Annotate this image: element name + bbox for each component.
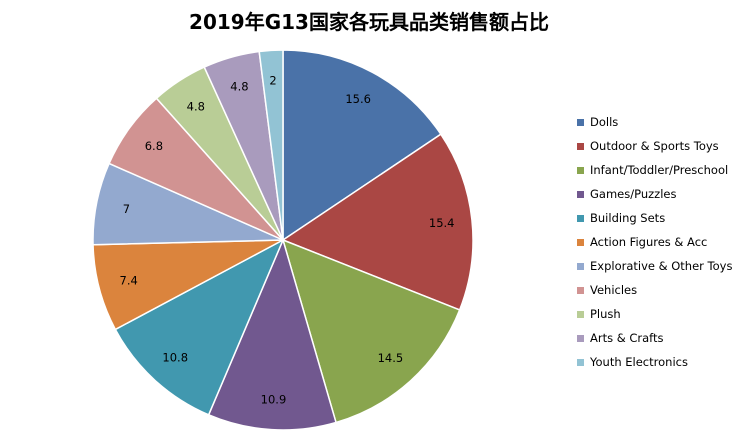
slice-value-label-9: 4.8	[230, 79, 248, 93]
legend-item-9: Arts & Crafts	[577, 326, 732, 350]
legend-swatch	[577, 310, 584, 318]
legend-swatch	[577, 262, 584, 270]
legend-item-0: Dolls	[577, 110, 732, 134]
slice-value-label-10: 2	[269, 74, 276, 88]
legend-item-4: Building Sets	[577, 206, 732, 230]
pie-slice-10	[258, 49, 284, 241]
legend-item-1: Outdoor & Sports Toys	[577, 134, 732, 158]
slice-value-label-2: 14.5	[378, 351, 404, 365]
slice-value-label-8: 4.8	[187, 99, 205, 113]
legend-item-2: Infant/Toddler/Preschool	[577, 158, 732, 182]
legend-label: Explorative & Other Toys	[590, 259, 733, 273]
legend-label: Dolls	[590, 115, 619, 129]
pie-slice-4	[114, 238, 285, 416]
legend-swatch	[577, 142, 584, 150]
legend-item-10: Youth Electronics	[577, 350, 732, 374]
legend-swatch	[577, 358, 584, 366]
legend-swatch	[577, 286, 584, 294]
legend-item-7: Vehicles	[577, 278, 732, 302]
legend-swatch	[577, 190, 584, 198]
pie-slice-1	[281, 133, 474, 311]
legend-item-6: Explorative & Other Toys	[577, 254, 732, 278]
slice-value-label-0: 15.6	[345, 92, 371, 106]
legend-label: Building Sets	[590, 211, 666, 225]
legend-item-5: Action Figures & Acc	[577, 230, 732, 254]
slice-value-label-5: 7.4	[120, 274, 138, 288]
legend-label: Arts & Crafts	[590, 331, 664, 345]
pie-slice-3	[207, 237, 337, 431]
legend-swatch	[577, 166, 584, 174]
legend-swatch	[577, 118, 584, 126]
legend-item-8: Plush	[577, 302, 732, 326]
chart-legend: Dolls Outdoor & Sports Toys Infant/Toddler…	[577, 110, 732, 374]
pie-slice-0	[282, 49, 442, 242]
legend-label: Outdoor & Sports Toys	[590, 139, 719, 153]
legend-label: Games/Puzzles	[590, 187, 677, 201]
legend-label: Youth Electronics	[590, 355, 688, 369]
legend-label: Plush	[590, 307, 621, 321]
legend-label: Infant/Toddler/Preschool	[590, 163, 729, 177]
legend-label: Vehicles	[590, 283, 638, 297]
pie-slices	[92, 49, 474, 431]
pie-data-labels: 15.6 15.4 14.5 10.9 10.8 7.4 7 6.8 4.8 4.8 2	[120, 74, 455, 407]
slice-value-label-4: 10.8	[162, 351, 188, 365]
legend-label: Action Figures & Acc	[590, 235, 708, 249]
legend-swatch	[577, 334, 584, 342]
pie-slice-2	[281, 238, 461, 424]
slice-value-label-1: 15.4	[429, 216, 455, 230]
chart-title: 2019年G13国家各玩具品类销售额占比	[189, 10, 549, 34]
slice-value-label-6: 7	[123, 202, 130, 216]
legend-swatch	[577, 214, 584, 222]
slice-value-label-3: 10.9	[261, 392, 287, 406]
legend-item-3: Games/Puzzles	[577, 182, 732, 206]
slice-value-label-7: 6.8	[145, 139, 163, 153]
legend-swatch	[577, 238, 584, 246]
